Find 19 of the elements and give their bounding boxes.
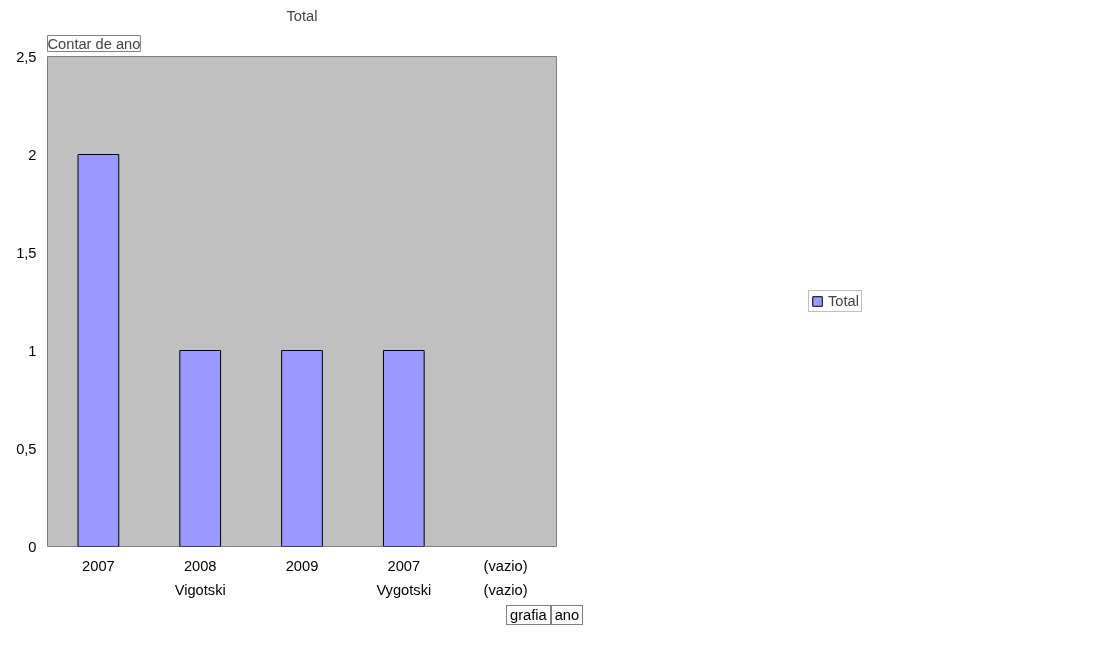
y-tick-label: 1,5	[16, 244, 37, 261]
y-tick-label: 0,5	[16, 440, 37, 457]
y-tick-label: 2,5	[16, 48, 37, 65]
text: Vygotski	[376, 581, 432, 598]
text: ano	[550, 605, 584, 625]
text: (vazio)	[483, 581, 528, 598]
y-tick-label: 2	[28, 146, 37, 163]
y-axis-title: Contar de ano	[47, 35, 141, 52]
y-tick-label: 1	[28, 342, 37, 359]
x-tick-label: 2009	[285, 557, 319, 574]
text: Vigotski	[174, 581, 226, 598]
x-tick-label: 2007	[387, 557, 421, 574]
x-tick-label: (vazio)	[483, 557, 528, 574]
y-tick-label: 0	[28, 538, 37, 555]
chart-title: Total	[286, 7, 318, 24]
x-tick-label: 2008	[183, 557, 217, 574]
x-tick-label: 2007	[82, 557, 115, 574]
legend-label: Total	[828, 293, 859, 309]
text: grafia	[506, 605, 551, 625]
